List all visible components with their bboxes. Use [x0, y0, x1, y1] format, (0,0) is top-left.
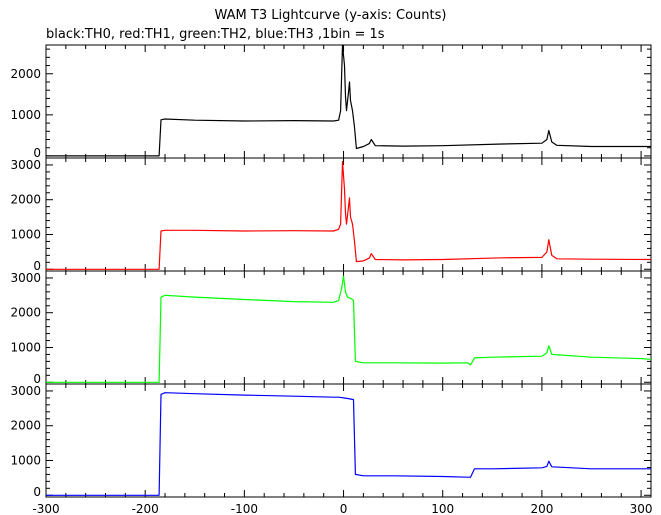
y-tick-label: 0: [33, 146, 41, 160]
y-tick-label: 1000: [10, 108, 41, 122]
series-line-th0: [46, 44, 651, 157]
panel-th0: 0 1000 2000: [10, 44, 652, 160]
x-tick-label: -200: [132, 502, 159, 515]
y-tick-label: 1000: [10, 227, 41, 241]
y-tick-label: 2000: [10, 306, 41, 320]
y-tick-label: 0: [33, 372, 41, 386]
y-tick-label: 0: [33, 259, 41, 273]
y-tick-label: 3000: [10, 158, 41, 172]
x-tick-label: -300: [32, 502, 59, 515]
y-tick-label: 3000: [10, 384, 41, 398]
panel-th3: 0 1000 2000 3000: [10, 383, 652, 499]
chart-subtitle: black:TH0, red:TH1, green:TH2, blue:TH3 …: [46, 27, 385, 42]
series-line-th3: [46, 392, 651, 496]
series-line-th1: [46, 160, 652, 270]
y-tick-label: 0: [33, 485, 41, 499]
y-tick-label: 1000: [10, 340, 41, 354]
series-line-th2: [46, 275, 652, 383]
x-tick-label: 300: [630, 502, 653, 515]
panel-th1: 0 1000 2000 3000: [10, 157, 652, 273]
x-tick-label: 0: [340, 502, 348, 515]
y-tick-label: 2000: [10, 67, 41, 81]
x-tick-label: 100: [431, 502, 454, 515]
panel-th2: 0 1000 2000 3000: [10, 270, 652, 386]
y-tick-label: 1000: [10, 453, 41, 467]
panel-frame: [45, 44, 652, 159]
y-tick-label: 3000: [10, 271, 41, 285]
panel-frame: [45, 270, 652, 385]
x-tick-label: 200: [530, 502, 553, 515]
y-tick-label: 2000: [10, 419, 41, 433]
y-tick-label: 2000: [10, 193, 41, 207]
chart-title: WAM T3 Lightcurve (y-axis: Counts): [214, 8, 447, 23]
x-tick-label: -100: [231, 502, 258, 515]
panel-frame: [45, 383, 652, 498]
panel-frame: [45, 157, 652, 272]
